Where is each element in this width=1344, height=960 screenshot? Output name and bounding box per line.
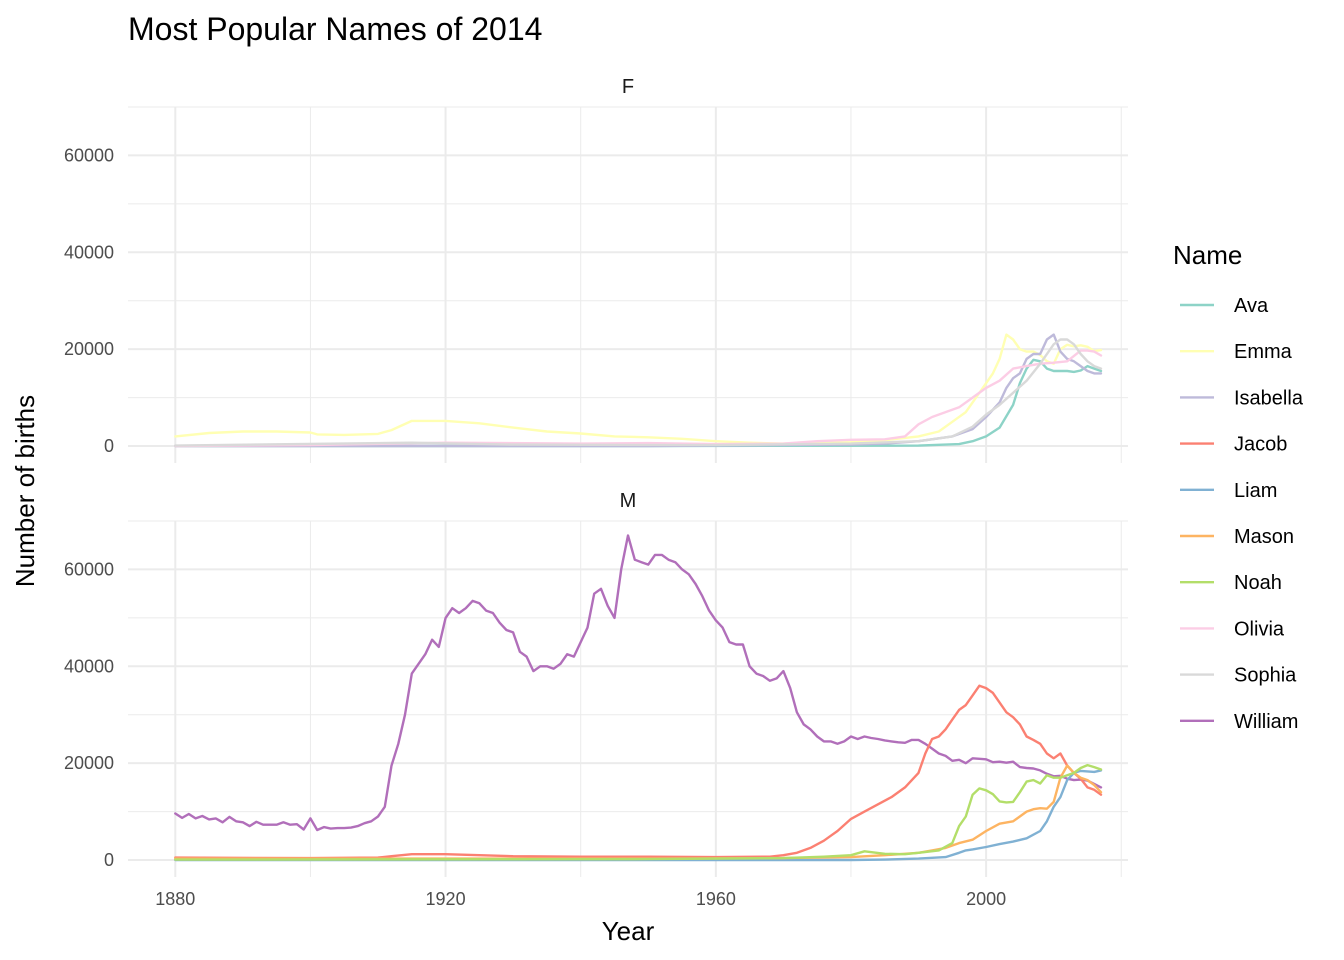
x-tick-label: 2000 — [966, 889, 1006, 909]
y-tick-label-m: 60000 — [64, 559, 114, 579]
series-line-emma-f — [174, 333, 1103, 445]
series-lines-f — [174, 333, 1103, 448]
legend-label-sophia: Sophia — [1234, 665, 1297, 687]
series-line-isabella-f — [174, 333, 1103, 448]
legend-item-mason: Mason — [1180, 526, 1294, 548]
grid-f — [128, 106, 1128, 463]
chart-title: Most Popular Names of 2014 — [128, 11, 542, 47]
x-tick-label: 1960 — [696, 889, 736, 909]
y-axis-ticks-f: 0 20000 40000 60000 — [64, 145, 114, 456]
legend-item-emma: Emma — [1180, 341, 1293, 363]
legend-title: Name — [1173, 240, 1242, 270]
legend-label-jacob: Jacob — [1234, 434, 1287, 456]
y-tick-label-m: 0 — [104, 850, 114, 870]
legend-item-jacob: Jacob — [1180, 434, 1287, 456]
legend-item-noah: Noah — [1180, 572, 1282, 594]
legend-label-mason: Mason — [1234, 526, 1294, 548]
y-tick-label-f: 60000 — [64, 145, 114, 165]
legend-label-ava: Ava — [1234, 295, 1269, 317]
y-tick-label-f: 40000 — [64, 242, 114, 262]
legend-item-isabella: Isabella — [1180, 387, 1304, 409]
y-tick-label-f: 0 — [104, 436, 114, 456]
y-axis-ticks-m: 0 20000 40000 60000 — [64, 559, 114, 870]
legend: Name Ava Emma Isabella Jacob Liam Mason Noah Ol… — [1173, 240, 1304, 733]
legend-label-olivia: Olivia — [1234, 618, 1285, 640]
series-line-olivia-f — [174, 349, 1103, 448]
x-axis-title: Year — [602, 916, 655, 946]
y-tick-label-m: 40000 — [64, 656, 114, 676]
legend-label-emma: Emma — [1234, 341, 1293, 363]
facet-panel-f: 0 20000 40000 60000 — [64, 106, 1128, 463]
series-line-ava-f — [174, 358, 1103, 448]
legend-label-isabella: Isabella — [1234, 387, 1304, 409]
legend-item-liam: Liam — [1180, 480, 1277, 502]
legend-item-william: William — [1180, 711, 1298, 733]
legend-label-william: William — [1234, 711, 1298, 733]
facet-label-f: F — [622, 76, 634, 98]
y-tick-label-m: 20000 — [64, 753, 114, 773]
facet-panel-m: 0 20000 40000 60000 — [64, 520, 1128, 877]
series-line-sophia-f — [174, 338, 1103, 447]
legend-label-liam: Liam — [1234, 480, 1277, 502]
facet-label-m: M — [620, 490, 637, 512]
legend-item-olivia: Olivia — [1180, 618, 1285, 640]
x-axis-ticks: 1880 1920 1960 2000 — [155, 889, 1006, 909]
legend-item-sophia: Sophia — [1180, 665, 1297, 687]
x-tick-label: 1880 — [155, 889, 195, 909]
y-tick-label-f: 20000 — [64, 339, 114, 359]
series-line-william-m — [174, 534, 1103, 832]
x-tick-label: 1920 — [426, 889, 466, 909]
legend-label-noah: Noah — [1234, 572, 1282, 594]
series-line-jacob-m — [174, 684, 1103, 860]
y-axis-title: Number of births — [10, 395, 40, 587]
series-lines-m — [174, 534, 1103, 862]
legend-items: Ava Emma Isabella Jacob Liam Mason Noah Olivia S… — [1180, 295, 1304, 733]
series-line-liam-m — [174, 769, 1103, 862]
series-line-noah-m — [174, 763, 1103, 861]
legend-item-ava: Ava — [1180, 295, 1269, 317]
